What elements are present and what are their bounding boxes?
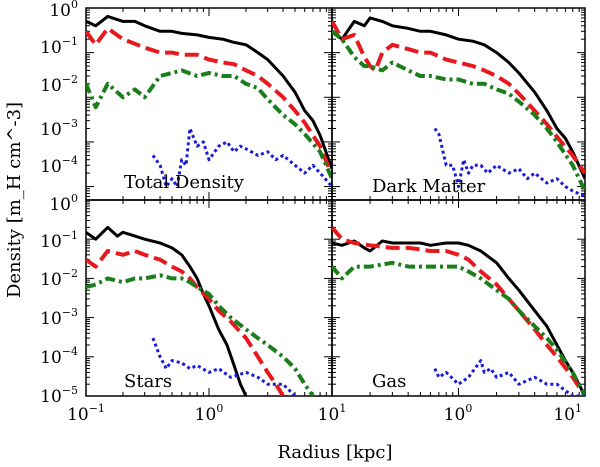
panel-total-density-y-tick-labels: 100 10−1 10−2 10−3 10−4: [40, 0, 78, 177]
x-tick-labels: 10−1 100 101 100 101: [67, 402, 582, 425]
series-line-s1: [332, 239, 585, 396]
x-tick-label: 101: [553, 402, 582, 425]
y-tick-label: 10−2: [40, 267, 78, 290]
x-tick-label: 100: [444, 402, 473, 425]
panel-dark-matter-series: [332, 16, 585, 198]
series-line-s3: [86, 68, 332, 180]
panel-dark-matter-title: Dark Matter: [372, 176, 486, 197]
panel-stars-series: [86, 225, 315, 396]
y-tick-label: 10−2: [40, 73, 78, 96]
panel-gas-ticks: [331, 199, 586, 397]
series-line-s1: [86, 14, 332, 170]
panel-gas: Gas: [331, 199, 586, 397]
series-line-s2: [332, 226, 585, 396]
x-axis-label: Radius [kpc]: [277, 442, 392, 463]
series-line-s2: [86, 26, 332, 176]
series-line-s4: [151, 337, 297, 396]
panel-stars-ticks: [85, 199, 333, 397]
series-line-s1: [86, 225, 248, 396]
series-line-s2: [332, 20, 585, 175]
panel-stars-title: Stars: [124, 371, 172, 392]
y-tick-label: 100: [49, 192, 78, 215]
series-line-s3: [86, 273, 315, 396]
y-axis-label: Density [m_H cm^-3]: [4, 102, 25, 298]
series-line-s3: [332, 29, 585, 192]
panel-stars-y-tick-labels: 100 10−1 10−2 10−3 10−4 10−5: [40, 192, 78, 407]
y-tick-label: 10−4: [40, 345, 78, 368]
panel-total-density-title: Total Density: [124, 172, 245, 193]
y-tick-label: 10−1: [40, 229, 78, 252]
x-tick-label: 10−1: [67, 402, 105, 425]
panel-dark-matter: Dark Matter: [331, 7, 586, 201]
panel-gas-title: Gas: [372, 371, 406, 392]
panel-total-density: Total Density 100 10−1 10−2 10−3 10−4: [40, 0, 333, 201]
panel-total-density-series: [86, 14, 332, 189]
series-line-s4: [151, 127, 332, 189]
y-tick-label: 10−5: [40, 384, 78, 407]
series-line-s4: [433, 359, 585, 396]
series-line-s2: [86, 249, 285, 396]
panel-dark-matter-frame: [331, 7, 586, 201]
panel-dark-matter-ticks: [331, 7, 586, 201]
panel-stars: Stars 100 10−1 10−2 10−3 10−4 10−5: [40, 192, 333, 407]
y-tick-label: 10−3: [40, 306, 78, 329]
panel-gas-series: [332, 226, 585, 396]
panel-gas-frame: [331, 199, 586, 397]
y-tick-label: 10−4: [40, 154, 78, 177]
y-tick-label: 10−1: [40, 35, 78, 58]
y-tick-label: 10−3: [40, 117, 78, 140]
x-tick-label: 101: [318, 402, 347, 425]
y-tick-label: 100: [49, 0, 78, 21]
series-line-s1: [332, 16, 585, 180]
x-tick-label: 100: [195, 402, 224, 425]
series-line-s4: [433, 127, 585, 198]
